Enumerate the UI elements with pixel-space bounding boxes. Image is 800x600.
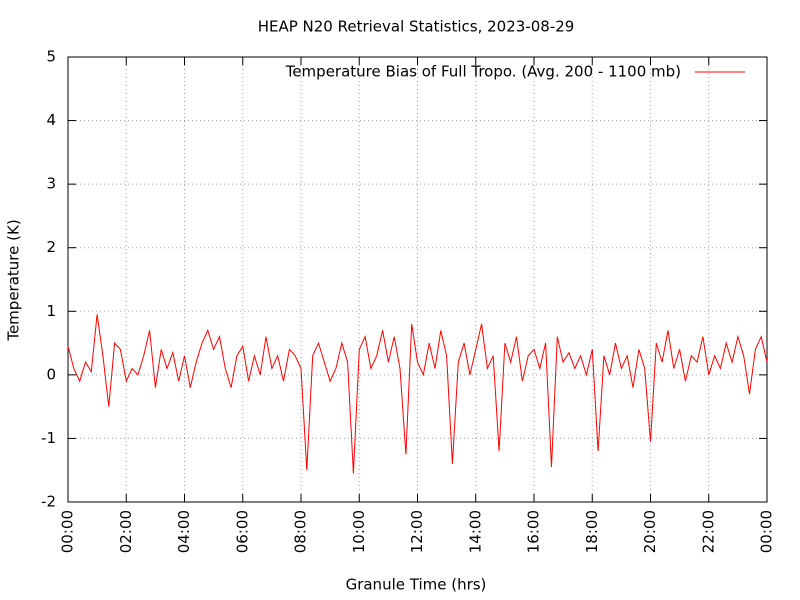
y-tick-label: -1 [41, 429, 56, 447]
x-tick-label: 06:00 [233, 510, 251, 553]
x-axis-label: Granule Time (hrs) [346, 576, 487, 594]
x-tick-label: 22:00 [699, 510, 717, 553]
y-tick-label: 4 [46, 111, 56, 129]
x-tick-label: 14:00 [466, 510, 484, 553]
y-tick-label: 0 [46, 365, 56, 383]
x-tick-label: 02:00 [117, 510, 135, 553]
data-line [67, 314, 768, 474]
x-tick-label: 20:00 [641, 510, 659, 553]
x-tick-label: 04:00 [175, 510, 193, 553]
x-tick-label: 10:00 [350, 510, 368, 553]
y-tick-label: 3 [46, 175, 56, 193]
y-tick-label: -2 [41, 493, 56, 511]
chart-title: HEAP N20 Retrieval Statistics, 2023-08-2… [258, 18, 575, 36]
y-axis-label: Temperature (K) [5, 219, 23, 341]
plot-frame [67, 56, 768, 503]
x-tick-label: 18:00 [583, 510, 601, 553]
y-tick-label: 1 [46, 302, 56, 320]
x-tick-label: 08:00 [292, 510, 310, 553]
y-tick-label: 5 [46, 48, 56, 66]
x-tick-label: 00:00 [758, 510, 776, 553]
x-tick-label: 00:00 [59, 510, 77, 553]
legend-label: Temperature Bias of Full Tropo. (Avg. 20… [285, 63, 681, 81]
x-tick-label: 12:00 [408, 510, 426, 553]
x-tick-label: 16:00 [525, 510, 543, 553]
y-tick-label: 2 [46, 238, 56, 256]
